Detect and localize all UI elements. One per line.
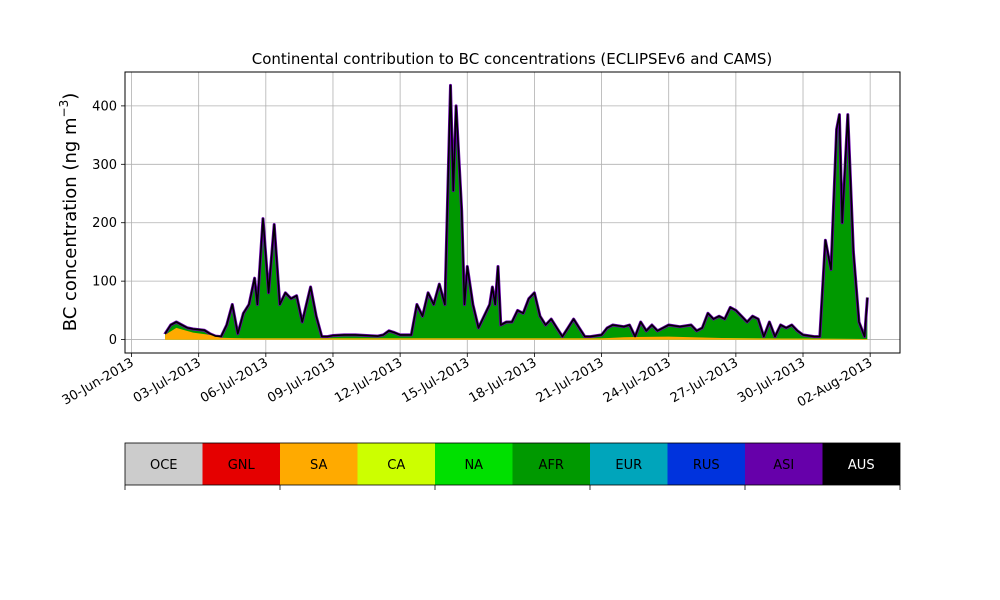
legend-swatch-asi	[745, 443, 823, 485]
y-tick-label: 0	[109, 333, 117, 348]
y-tick-label: 300	[92, 158, 117, 173]
legend-label: AFR	[539, 458, 564, 473]
legend-swatch-eur	[590, 443, 668, 485]
x-tick-label: 06-Jul-2013	[198, 355, 271, 406]
x-tick-label: 30-Jun-2013	[60, 355, 137, 408]
legend-swatch-aus	[822, 443, 900, 485]
x-tick-label: 09-Jul-2013	[265, 355, 338, 406]
area-afr	[165, 85, 868, 340]
legend-swatch-ca	[357, 443, 435, 485]
legend-swatch-oce	[125, 443, 203, 485]
x-tick-label: 24-Jul-2013	[601, 355, 674, 406]
legend-label: GNL	[228, 458, 256, 473]
total-line	[164, 84, 869, 338]
legend-label: SA	[310, 458, 327, 473]
y-tick-label: 100	[92, 275, 117, 290]
legend-label: EUR	[615, 458, 642, 473]
legend-label: OCE	[150, 458, 178, 473]
grid	[125, 72, 900, 353]
legend-label: AUS	[848, 458, 875, 473]
x-tick-label: 21-Jul-2013	[534, 355, 607, 406]
legend-swatch-afr	[512, 443, 590, 485]
y-axis-ticks: 0 100 200 300 400	[92, 99, 125, 348]
plot-frame	[124, 71, 901, 354]
x-tick-label: 18-Jul-2013	[467, 355, 540, 406]
legend-swatch-gnl	[202, 443, 280, 485]
legend-frame	[124, 442, 901, 486]
legend-label: NA	[464, 458, 483, 473]
legend-label: ASI	[773, 458, 794, 473]
x-tick-label: 02-Aug-2013	[795, 355, 875, 410]
legend-label: RUS	[693, 458, 720, 473]
x-tick-label: 03-Jul-2013	[131, 355, 204, 406]
legend-swatch-rus	[667, 443, 745, 485]
x-tick-label: 15-Jul-2013	[399, 355, 472, 406]
legend-label: CA	[387, 458, 405, 473]
legend-swatch-na	[435, 443, 513, 485]
legend-colorbar: OCE GNL SA CA NA AFR EUR RUS ASI AUS	[124, 442, 901, 490]
y-tick-label: 400	[92, 99, 117, 114]
chart-title: Continental contribution to BC concentra…	[252, 50, 773, 68]
y-tick-label: 200	[92, 216, 117, 231]
x-tick-label: 12-Jul-2013	[332, 355, 405, 406]
legend-swatch-sa	[280, 443, 358, 485]
area-sa	[165, 327, 868, 340]
stacked-areas	[163, 83, 869, 340]
x-tick-label: 27-Jul-2013	[668, 355, 741, 406]
x-axis-ticks: 30-Jun-201303-Jul-201306-Jul-201309-Jul-…	[60, 353, 875, 411]
y-axis-label: BC concentration (ng m−3)	[57, 93, 81, 332]
